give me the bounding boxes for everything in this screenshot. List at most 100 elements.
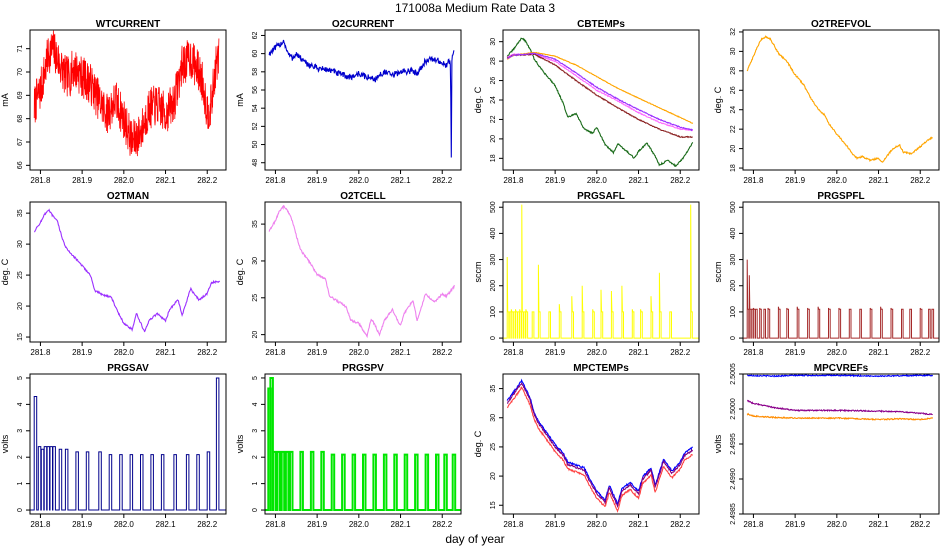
prgsav-plot-area bbox=[30, 377, 226, 511]
o2current-ytick-label: 62 bbox=[252, 32, 259, 40]
cbtemps-series-cb4 bbox=[506, 51, 694, 124]
cbtemps-ytick-label: 30 bbox=[490, 38, 497, 46]
panel-o2tcell: O2TCELL deg. C 281.8 281.9 282.0 282.1 282.2 20… bbox=[235, 191, 462, 357]
mpcvrefs-series-vref1 bbox=[747, 374, 934, 378]
cbtemps-xtick-label: 282.1 bbox=[629, 176, 650, 185]
prgsafl-xtick-label: 282.0 bbox=[587, 348, 608, 357]
mpctemps-ylabel: deg. C bbox=[473, 430, 483, 457]
prgspfl-frame bbox=[742, 201, 940, 343]
wtcurrent-ytick-label: 71 bbox=[17, 45, 24, 53]
mpctemps-ytick-label: 15 bbox=[490, 501, 497, 509]
o2current-plot-area bbox=[268, 39, 455, 158]
mpcvrefs-ytick-label: 2.4985 bbox=[730, 503, 737, 525]
prgspv-ytick-label: 1 bbox=[252, 482, 259, 486]
mpcvrefs-title: MPCVREFs bbox=[814, 363, 869, 374]
o2tman-series-o2tman bbox=[33, 208, 221, 333]
o2trefvol-frame bbox=[742, 29, 940, 171]
wtcurrent-series-wtcurrent bbox=[33, 30, 220, 157]
panel-prgspfl: PRGSPFL sccm 281.8 281.9 282.0 282.1 282.2 0 100… bbox=[713, 191, 940, 357]
o2trefvol-ytick-label: 18 bbox=[730, 164, 737, 172]
o2tman-ytick-label: 20 bbox=[17, 302, 24, 310]
cbtemps-xtick-label: 281.8 bbox=[503, 176, 524, 185]
panel-o2trefvol: O2TREFVOL deg. C 281.8 281.9 282.0 282.1 282.2… bbox=[713, 19, 940, 185]
o2tman-ytick-label: 30 bbox=[17, 240, 24, 248]
o2trefvol-ytick-label: 22 bbox=[730, 125, 737, 133]
prgsav-xtick-label: 282.2 bbox=[197, 520, 218, 529]
o2tman-ytick-label: 25 bbox=[17, 271, 24, 279]
wtcurrent-plot-area bbox=[33, 30, 220, 157]
o2current-ytick-label: 52 bbox=[252, 122, 259, 130]
prgspfl-ytick-label: 300 bbox=[730, 254, 737, 266]
wtcurrent-xtick-label: 282.1 bbox=[156, 176, 177, 185]
prgsav-xtick-label: 281.8 bbox=[30, 520, 51, 529]
prgspv-ytick-label: 4 bbox=[252, 402, 259, 406]
figure-xlabel: day of year bbox=[445, 532, 504, 546]
prgsafl-ytick-label: 400 bbox=[490, 227, 497, 239]
prgspfl-ytick-label: 100 bbox=[730, 306, 737, 318]
o2tcell-plot-area bbox=[268, 204, 456, 339]
prgsav-title: PRGSAV bbox=[107, 363, 149, 374]
wtcurrent-ytick-label: 69 bbox=[17, 91, 24, 99]
o2tcell-ytick-label: 20 bbox=[252, 331, 259, 339]
prgspv-title: PRGSPV bbox=[342, 363, 384, 374]
cbtemps-ytick-label: 28 bbox=[490, 57, 497, 65]
o2current-xtick-label: 282.0 bbox=[349, 176, 370, 185]
prgsafl-series-prgsafl bbox=[503, 204, 699, 339]
mpctemps-frame bbox=[502, 373, 700, 515]
prgspv-ytick-label: 3 bbox=[252, 429, 259, 433]
o2current-xtick-label: 282.1 bbox=[391, 176, 412, 185]
o2tcell-xtick-label: 282.2 bbox=[432, 348, 453, 357]
o2current-xtick-label: 282.2 bbox=[432, 176, 453, 185]
panel-mpctemps: MPCTEMPs deg. C 281.8 281.9 282.0 282.1 282.2 1… bbox=[473, 363, 700, 529]
wtcurrent-ytick-label: 66 bbox=[17, 161, 24, 169]
o2trefvol-series-o2trefvol bbox=[746, 35, 933, 163]
mpctemps-plot-area bbox=[506, 378, 694, 513]
wtcurrent-xtick-label: 281.8 bbox=[30, 176, 51, 185]
o2trefvol-title: O2TREFVOL bbox=[811, 19, 871, 30]
o2tcell-ytick-label: 25 bbox=[252, 294, 259, 302]
o2tcell-ytick-label: 30 bbox=[252, 257, 259, 265]
o2trefvol-ytick-label: 30 bbox=[730, 47, 737, 55]
mpcvrefs-plot-area bbox=[746, 374, 934, 421]
cbtemps-frame bbox=[502, 29, 700, 171]
o2tman-xtick-label: 281.8 bbox=[30, 348, 51, 357]
prgspfl-xtick-label: 282.1 bbox=[869, 348, 890, 357]
prgsafl-ytick-label: 200 bbox=[490, 280, 497, 292]
o2current-title: O2CURRENT bbox=[332, 19, 394, 30]
mpctemps-series-mpc1 bbox=[506, 378, 693, 505]
o2trefvol-xtick-label: 282.2 bbox=[910, 176, 931, 185]
mpcvrefs-xtick-label: 282.2 bbox=[910, 520, 931, 529]
prgspv-xtick-label: 282.2 bbox=[432, 520, 453, 529]
cbtemps-ytick-label: 26 bbox=[490, 77, 497, 85]
mpcvrefs-frame bbox=[742, 373, 940, 515]
o2current-ytick-label: 54 bbox=[252, 104, 259, 112]
panel-grid: WTCURRENT mA 281.8 281.9 282.0 282.1 282.2 66 67… bbox=[0, 19, 940, 529]
panel-o2tman: O2TMAN deg. C 281.8 281.9 282.0 282.1 282.2 15 2… bbox=[0, 191, 227, 357]
prgspv-xtick-label: 282.1 bbox=[391, 520, 412, 529]
prgsafl-ytick-label: 300 bbox=[490, 254, 497, 266]
o2tcell-series-o2tcell bbox=[268, 204, 456, 339]
prgspfl-series-prgspfl bbox=[743, 259, 939, 339]
wtcurrent-xtick-label: 282.0 bbox=[114, 176, 135, 185]
prgsav-xtick-label: 282.1 bbox=[156, 520, 177, 529]
mpcvrefs-xtick-label: 282.1 bbox=[869, 520, 890, 529]
o2trefvol-xtick-label: 282.0 bbox=[827, 176, 848, 185]
panel-wtcurrent: WTCURRENT mA 281.8 281.9 282.0 282.1 282.2 66 67… bbox=[0, 19, 227, 185]
panel-o2current: O2CURRENT mA 281.8 281.9 282.0 282.1 282.2 48 50… bbox=[235, 19, 462, 185]
cbtemps-ytick-label: 20 bbox=[490, 135, 497, 143]
prgspv-ytick-label: 0 bbox=[252, 508, 259, 512]
o2tcell-xtick-label: 282.0 bbox=[349, 348, 370, 357]
prgspfl-ytick-label: 200 bbox=[730, 280, 737, 292]
mpcvrefs-ytick-label: 2.4995 bbox=[730, 433, 737, 455]
o2tman-xtick-label: 282.0 bbox=[114, 348, 135, 357]
wtcurrent-xtick-label: 281.9 bbox=[72, 176, 93, 185]
mpctemps-series-mpc3 bbox=[507, 386, 694, 513]
prgsafl-ytick-label: 500 bbox=[490, 201, 497, 213]
mpcvrefs-series-vref3 bbox=[746, 412, 934, 421]
o2tman-ytick-label: 15 bbox=[17, 333, 24, 341]
mpcvrefs-xtick-label: 282.0 bbox=[827, 520, 848, 529]
figure-title: 171008a Medium Rate Data 3 bbox=[395, 1, 555, 15]
prgspfl-xtick-label: 282.2 bbox=[910, 348, 931, 357]
o2tman-plot-area bbox=[33, 208, 221, 333]
